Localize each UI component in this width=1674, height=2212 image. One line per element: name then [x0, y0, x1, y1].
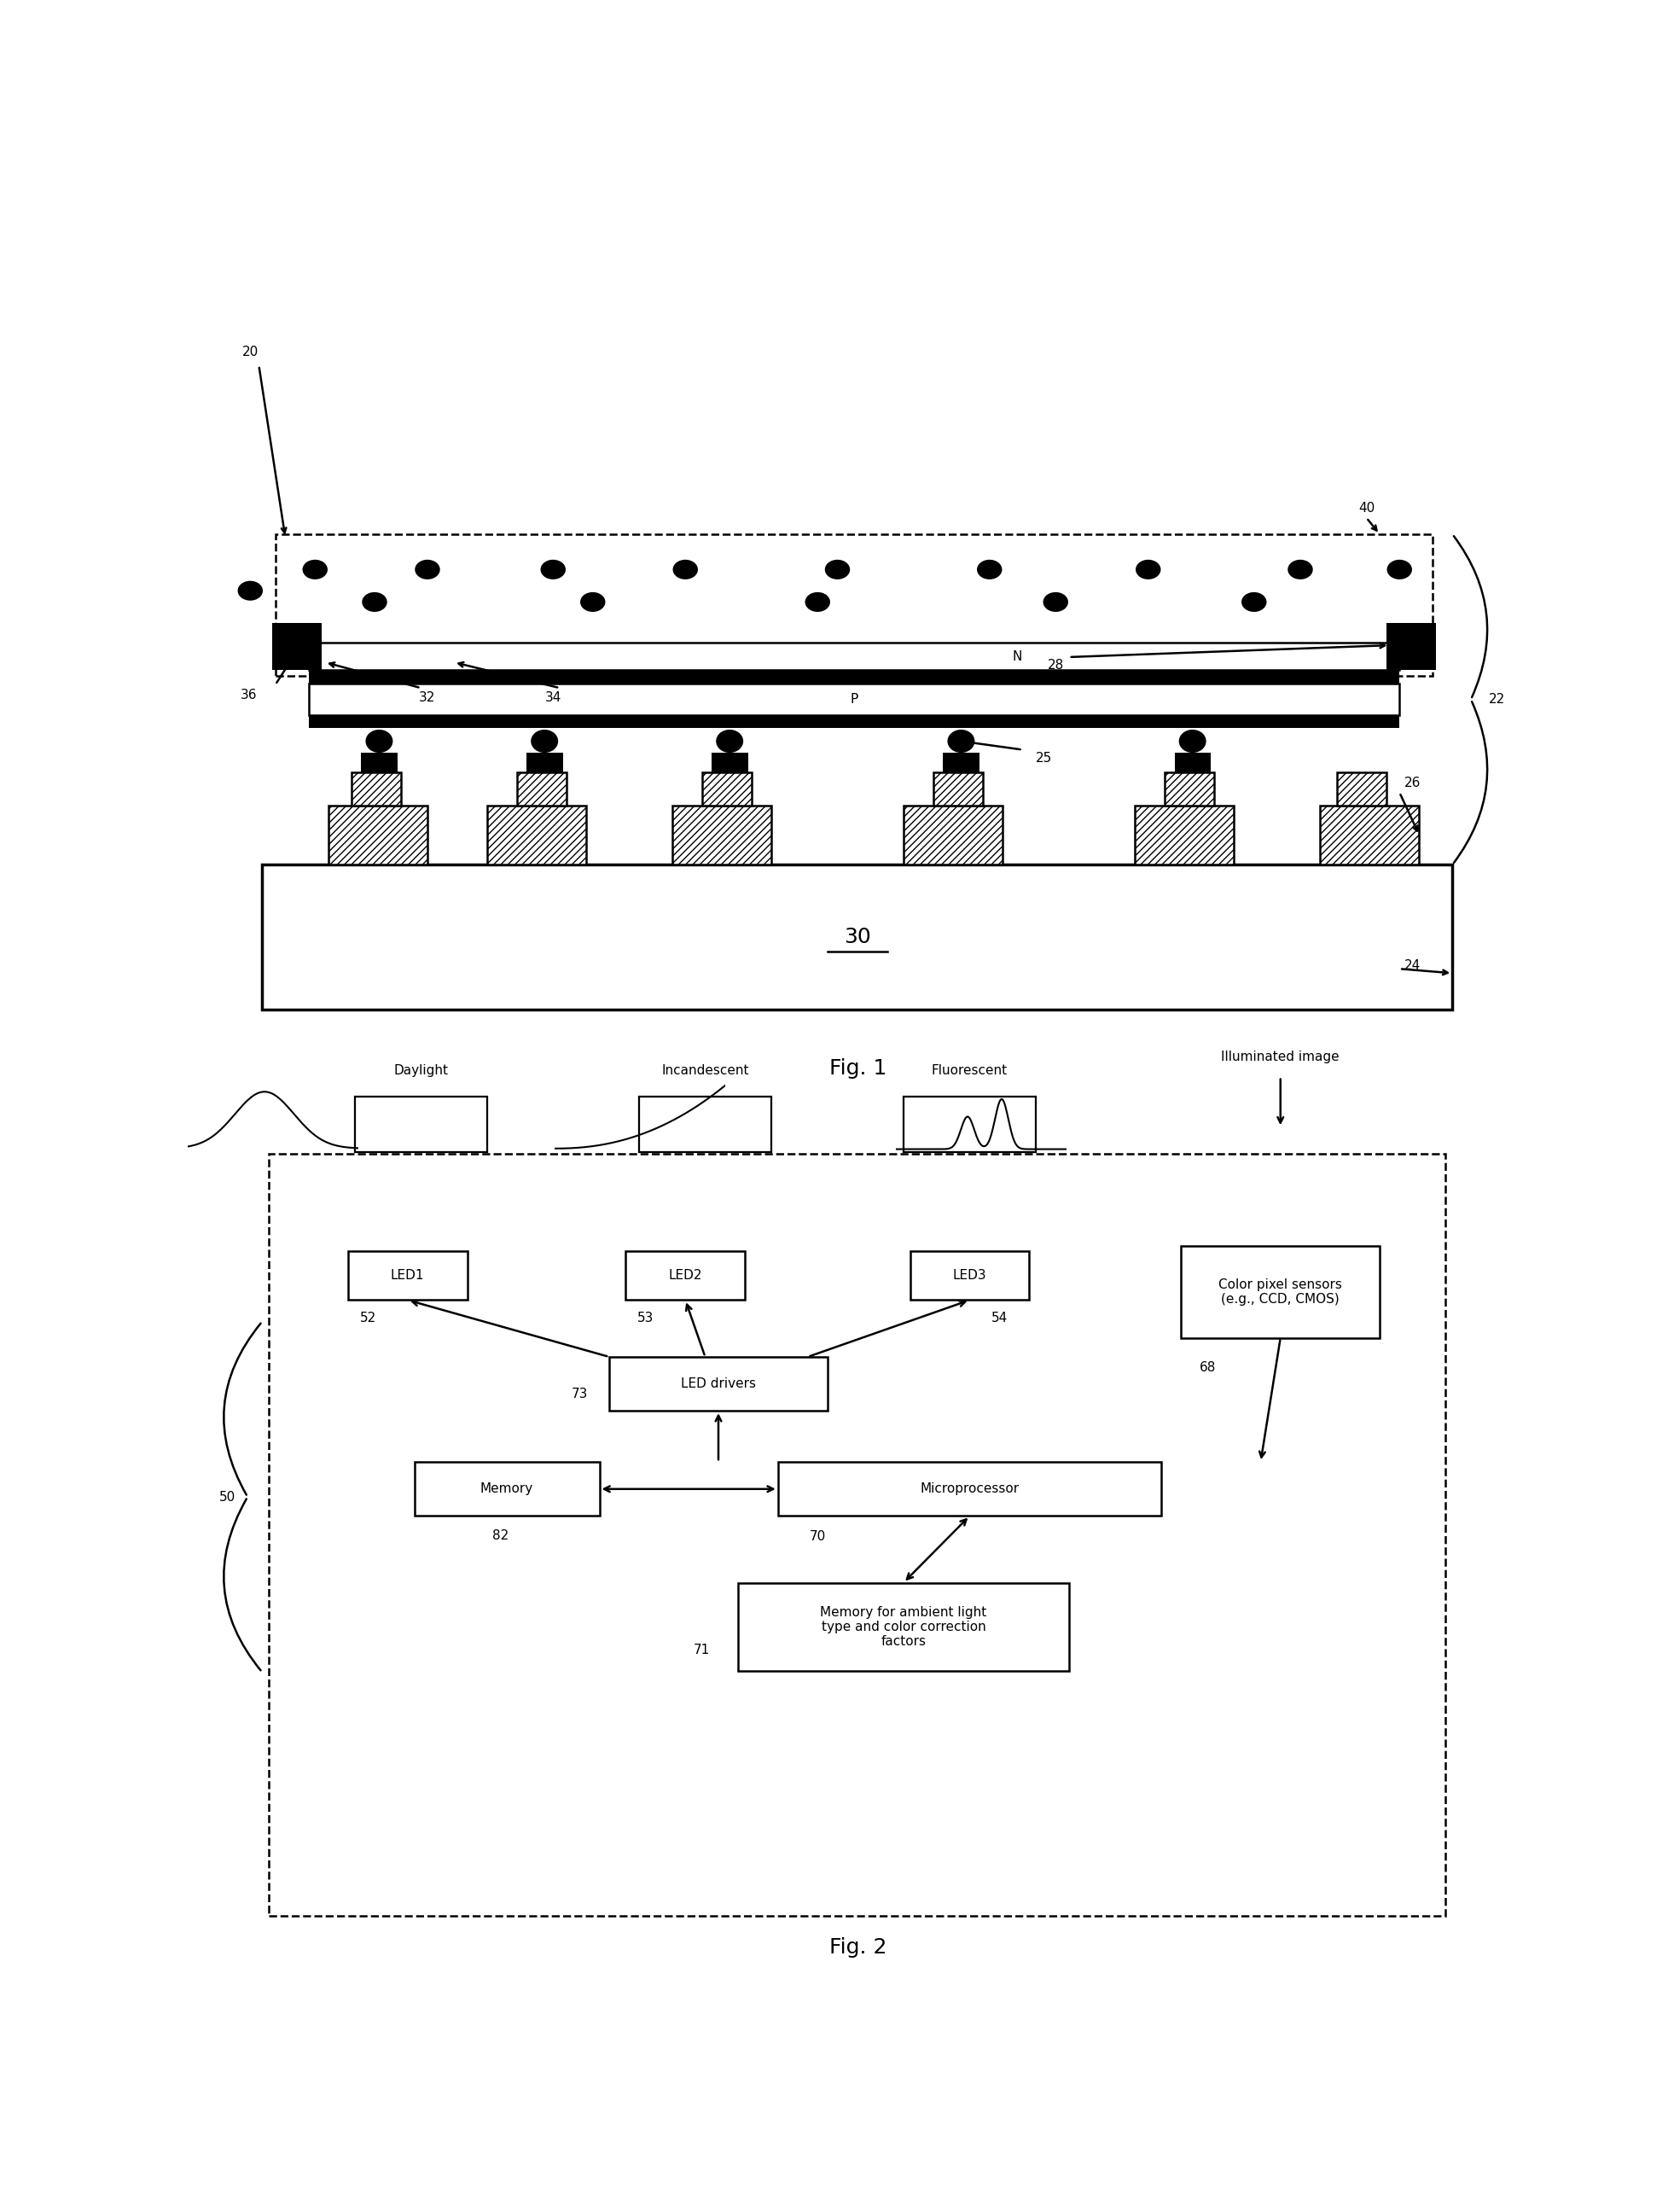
- Text: 36: 36: [241, 688, 258, 701]
- Ellipse shape: [673, 560, 698, 580]
- Text: N: N: [1013, 650, 1023, 664]
- Bar: [1336, 772, 1386, 805]
- Bar: [273, 624, 321, 670]
- Text: LED1: LED1: [390, 1270, 425, 1281]
- Ellipse shape: [1135, 560, 1160, 580]
- Text: 34: 34: [544, 692, 561, 703]
- Text: 28: 28: [1048, 659, 1065, 672]
- Bar: [1175, 752, 1210, 772]
- Bar: [308, 714, 1399, 728]
- Text: 52: 52: [360, 1312, 377, 1325]
- Ellipse shape: [367, 730, 392, 752]
- Bar: [263, 865, 1453, 1009]
- Text: Fig. 1: Fig. 1: [829, 1057, 887, 1079]
- Ellipse shape: [1242, 593, 1267, 613]
- Text: 53: 53: [638, 1312, 655, 1325]
- Bar: [527, 752, 562, 772]
- Text: 68: 68: [1200, 1360, 1215, 1374]
- Bar: [1182, 1245, 1379, 1338]
- Bar: [701, 772, 752, 805]
- Bar: [308, 670, 1399, 684]
- Text: 30: 30: [844, 927, 870, 947]
- Bar: [673, 805, 772, 865]
- Bar: [348, 1250, 467, 1301]
- Bar: [352, 772, 402, 805]
- Text: LED2: LED2: [668, 1270, 701, 1281]
- Text: 54: 54: [991, 1312, 1008, 1325]
- Ellipse shape: [532, 730, 557, 752]
- Bar: [711, 752, 748, 772]
- Bar: [355, 1097, 487, 1152]
- Bar: [1165, 772, 1214, 805]
- Ellipse shape: [1043, 593, 1068, 613]
- Ellipse shape: [1388, 560, 1413, 580]
- Text: P: P: [850, 692, 857, 706]
- Text: 24: 24: [1404, 960, 1421, 973]
- Ellipse shape: [1180, 730, 1205, 752]
- Bar: [328, 805, 427, 865]
- Text: 82: 82: [492, 1528, 509, 1542]
- Ellipse shape: [415, 560, 440, 580]
- Text: Daylight: Daylight: [393, 1064, 449, 1077]
- Bar: [276, 535, 1433, 675]
- Ellipse shape: [581, 593, 606, 613]
- Text: Fig. 2: Fig. 2: [829, 1938, 887, 1958]
- Ellipse shape: [949, 730, 974, 752]
- Ellipse shape: [825, 560, 850, 580]
- Text: Illuminated image: Illuminated image: [1222, 1051, 1339, 1064]
- Bar: [639, 1097, 772, 1152]
- Text: Color pixel sensors
(e.g., CCD, CMOS): Color pixel sensors (e.g., CCD, CMOS): [1219, 1279, 1343, 1305]
- Bar: [738, 1582, 1070, 1672]
- Bar: [1135, 805, 1234, 865]
- Bar: [1386, 624, 1436, 670]
- Bar: [934, 772, 983, 805]
- Text: 70: 70: [809, 1531, 825, 1544]
- Text: Incandescent: Incandescent: [661, 1064, 748, 1077]
- Ellipse shape: [362, 593, 387, 613]
- Text: LED drivers: LED drivers: [681, 1378, 757, 1391]
- Bar: [904, 805, 1003, 865]
- Bar: [270, 1155, 1446, 1916]
- Ellipse shape: [238, 582, 263, 602]
- Bar: [626, 1250, 745, 1301]
- Text: Memory: Memory: [480, 1482, 534, 1495]
- Bar: [904, 1097, 1036, 1152]
- Bar: [1321, 805, 1420, 865]
- Text: 26: 26: [1404, 776, 1421, 790]
- Bar: [609, 1356, 827, 1411]
- Text: 71: 71: [693, 1644, 710, 1657]
- Text: Memory for ambient light
type and color correction
factors: Memory for ambient light type and color …: [820, 1606, 988, 1648]
- Bar: [362, 752, 398, 772]
- Ellipse shape: [1287, 560, 1312, 580]
- Ellipse shape: [541, 560, 566, 580]
- Text: 50: 50: [219, 1491, 236, 1504]
- Bar: [517, 772, 566, 805]
- Text: 40: 40: [1358, 502, 1374, 515]
- Text: 32: 32: [418, 692, 435, 703]
- Text: 22: 22: [1488, 692, 1505, 706]
- Ellipse shape: [303, 560, 328, 580]
- Text: 25: 25: [1036, 752, 1053, 765]
- Bar: [308, 644, 1399, 670]
- Bar: [778, 1462, 1162, 1515]
- Ellipse shape: [716, 730, 742, 752]
- Text: 20: 20: [243, 345, 259, 358]
- Text: LED3: LED3: [953, 1270, 986, 1281]
- Text: 73: 73: [571, 1387, 588, 1400]
- Text: Fluorescent: Fluorescent: [932, 1064, 1008, 1077]
- Bar: [911, 1250, 1030, 1301]
- Bar: [308, 684, 1399, 714]
- Bar: [413, 1462, 599, 1515]
- Bar: [487, 805, 586, 865]
- Ellipse shape: [978, 560, 1003, 580]
- Ellipse shape: [805, 593, 830, 613]
- Text: Microprocessor: Microprocessor: [921, 1482, 1019, 1495]
- Bar: [942, 752, 979, 772]
